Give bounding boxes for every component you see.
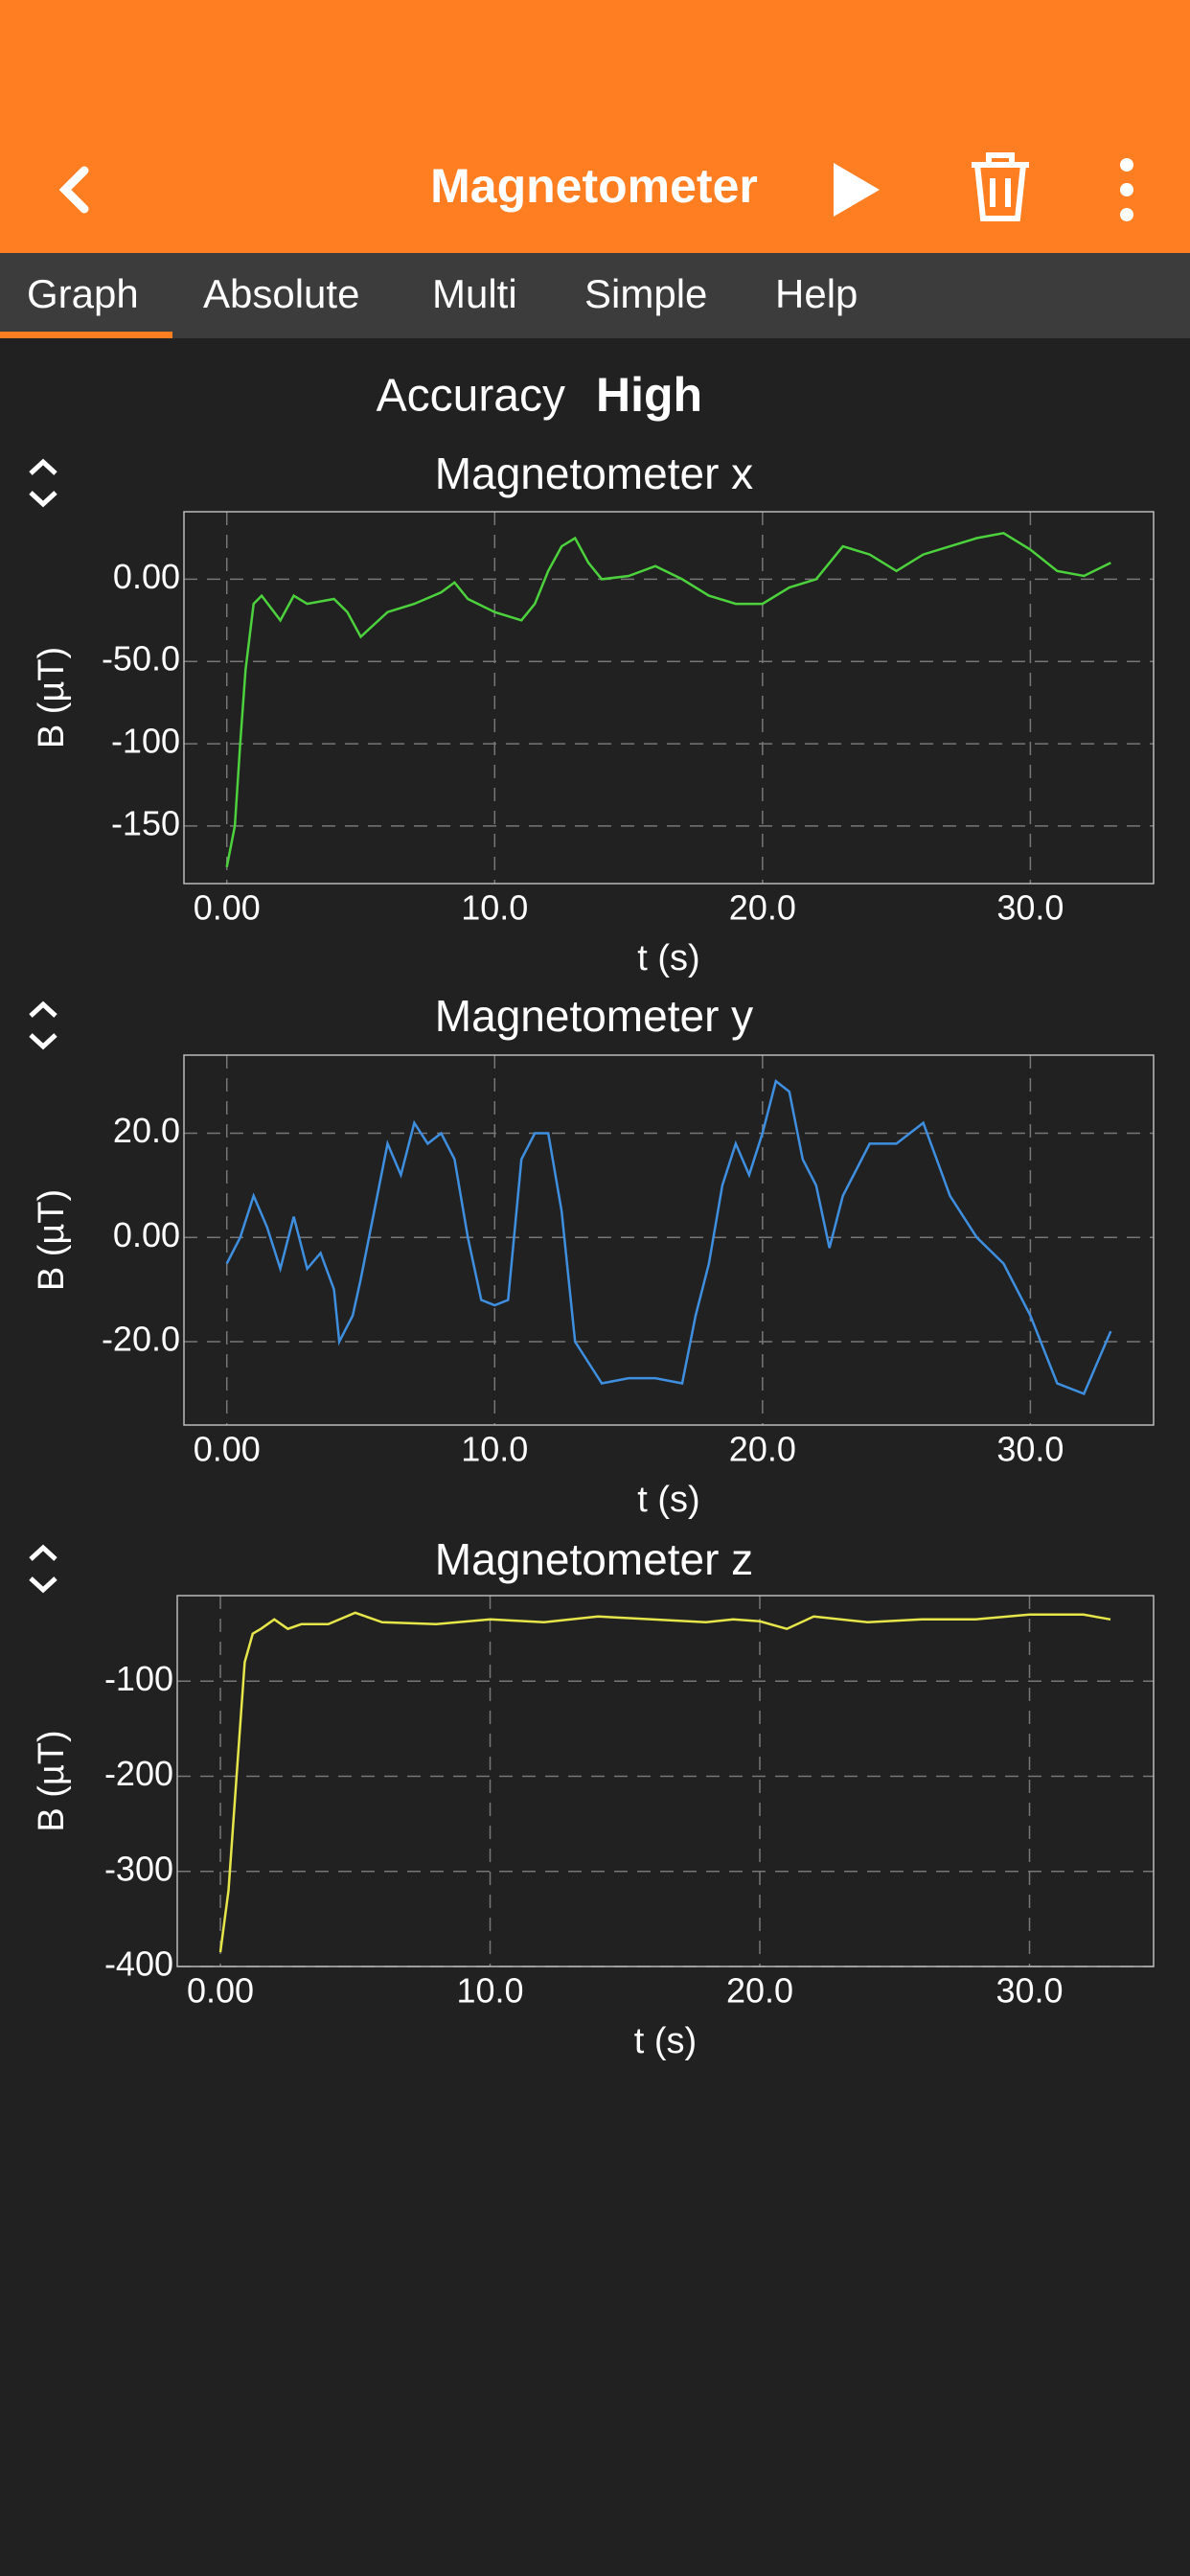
tab[interactable]: Help — [775, 271, 858, 316]
x-tick-label: 30.0 — [996, 1430, 1064, 1469]
chart-title: Magnetometer z — [435, 1534, 753, 1584]
tab-bar — [0, 253, 1190, 338]
y-tick-label: -100 — [104, 1659, 173, 1698]
y-tick-label: -50.0 — [102, 639, 180, 678]
back-button[interactable] — [58, 166, 89, 214]
chart-title: Magnetometer x — [435, 448, 753, 498]
x-axis-label: t (s) — [634, 2021, 697, 2061]
chart-title: Magnetometer y — [435, 991, 753, 1041]
header-bar — [0, 0, 1190, 253]
x-tick-label: 10.0 — [461, 888, 528, 928]
y-tick-label: -400 — [104, 1944, 173, 1984]
header-title: Magnetometer — [430, 159, 758, 213]
x-tick-label: 0.00 — [194, 1430, 261, 1469]
x-tick-label: 0.00 — [194, 888, 261, 928]
x-tick-label: 20.0 — [729, 888, 796, 928]
tab[interactable]: Multi — [432, 271, 517, 316]
x-tick-label: 10.0 — [456, 1971, 523, 2011]
x-tick-label: 30.0 — [996, 888, 1064, 928]
x-tick-label: 20.0 — [726, 1971, 793, 2011]
delete-button[interactable] — [972, 152, 1029, 221]
y-tick-label: 20.0 — [113, 1111, 180, 1150]
y-tick-label: -20.0 — [102, 1320, 180, 1359]
accuracy-value: High — [596, 368, 702, 422]
resize-toggle[interactable] — [29, 1544, 57, 1594]
menu-button[interactable] — [1120, 158, 1133, 221]
y-axis-label: B (µT) — [32, 1189, 72, 1291]
y-tick-label: 0.00 — [113, 1215, 180, 1254]
x-axis-label: t (s) — [637, 1480, 699, 1520]
y-tick-label: -100 — [111, 722, 180, 761]
resize-toggle[interactable] — [29, 1000, 57, 1050]
plot-frame — [176, 1595, 1155, 1967]
data-line — [225, 531, 1111, 868]
x-axis-label: t (s) — [637, 938, 699, 978]
tab-indicator — [0, 332, 172, 338]
plot-frame — [183, 511, 1155, 885]
y-tick-label: -200 — [104, 1754, 173, 1793]
y-axis-label: B (µT) — [32, 647, 72, 748]
data-line — [225, 1079, 1112, 1396]
resize-toggle[interactable] — [29, 458, 57, 508]
play-button[interactable] — [834, 163, 880, 217]
x-tick-label: 20.0 — [729, 1430, 796, 1469]
tab[interactable]: Absolute — [203, 271, 359, 316]
data-line — [218, 1611, 1111, 1953]
x-tick-label: 10.0 — [461, 1430, 528, 1469]
x-tick-label: 30.0 — [995, 1971, 1063, 2011]
tab[interactable]: Simple — [584, 271, 707, 316]
accuracy-label: Accuracy — [377, 371, 565, 422]
tab[interactable]: Graph — [27, 271, 139, 316]
y-tick-label: 0.00 — [113, 557, 180, 596]
y-tick-label: -150 — [111, 803, 180, 842]
plot-frame — [183, 1054, 1155, 1426]
y-tick-label: -300 — [104, 1849, 173, 1888]
x-tick-label: 0.00 — [187, 1971, 254, 2011]
y-axis-label: B (µT) — [32, 1730, 72, 1831]
